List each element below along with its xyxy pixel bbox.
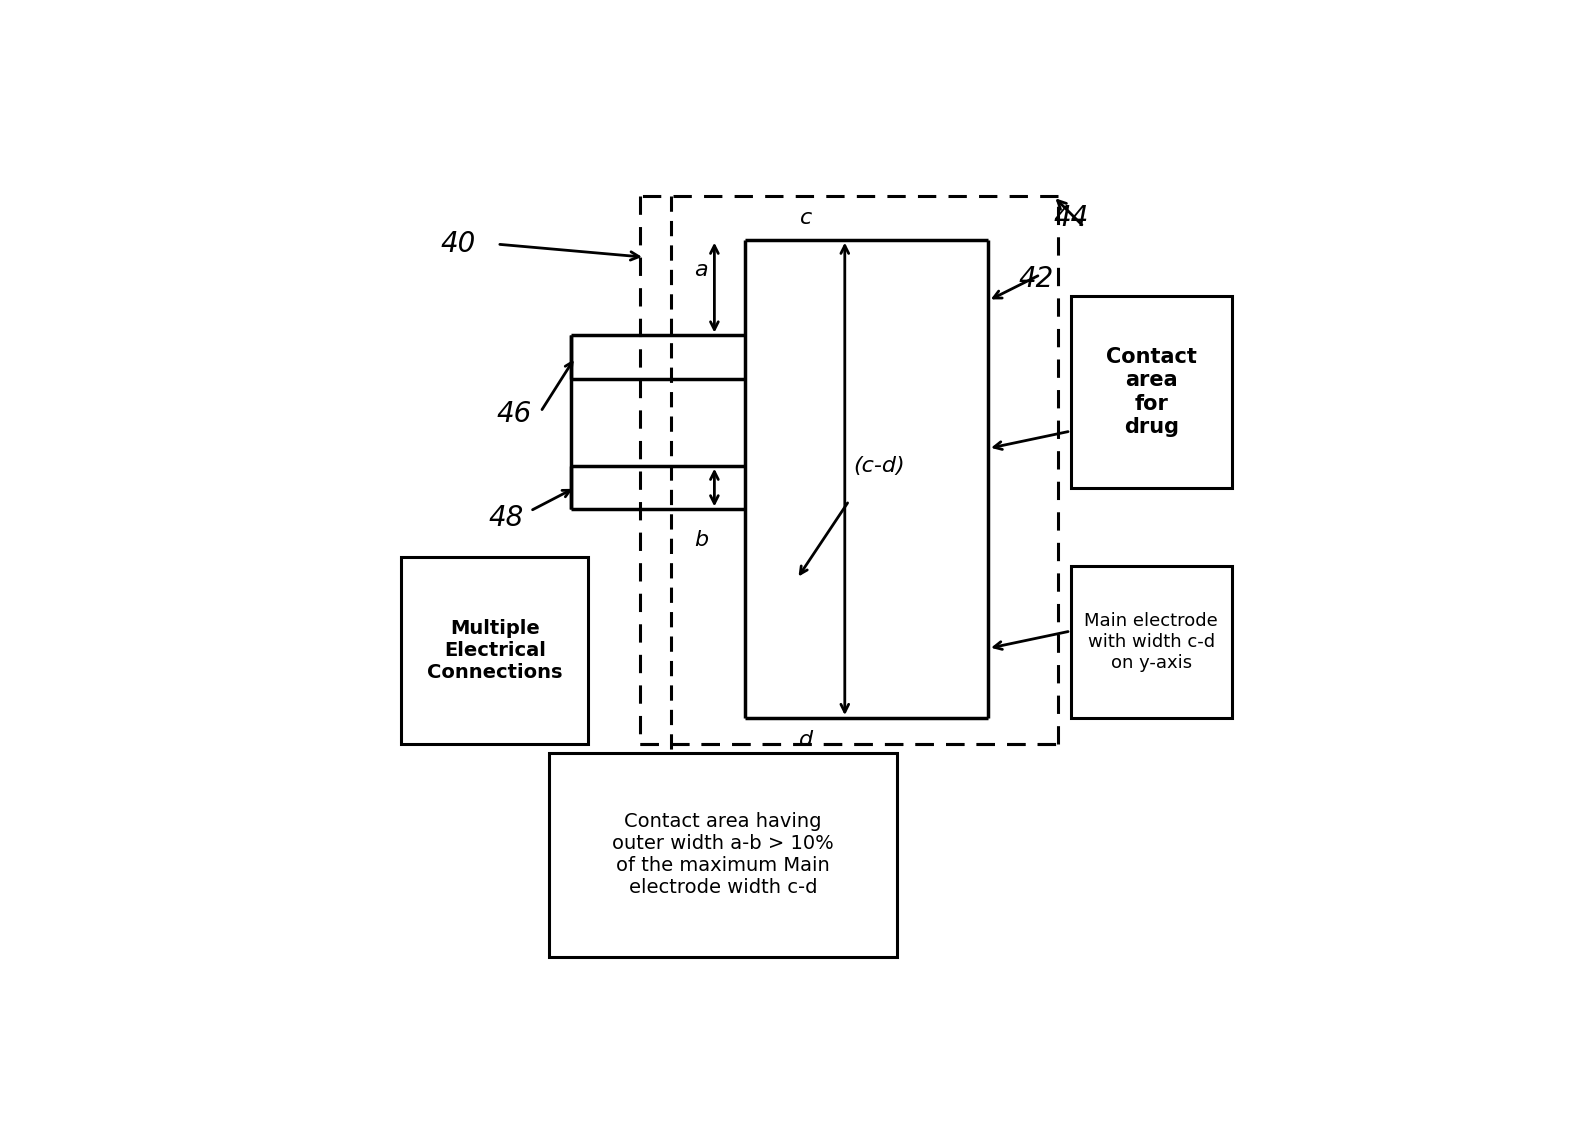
Text: Multiple
Electrical
Connections: Multiple Electrical Connections	[427, 619, 563, 682]
Text: 40: 40	[440, 230, 475, 259]
Text: Contact
area
for
drug: Contact area for drug	[1106, 347, 1197, 437]
FancyBboxPatch shape	[550, 753, 896, 957]
FancyBboxPatch shape	[1071, 296, 1231, 488]
Text: 42: 42	[1019, 265, 1054, 292]
FancyBboxPatch shape	[1071, 566, 1231, 718]
FancyBboxPatch shape	[402, 557, 588, 744]
Text: 44: 44	[1054, 204, 1088, 233]
Text: Main electrode
with width c-d
on y-axis: Main electrode with width c-d on y-axis	[1084, 612, 1219, 672]
Text: a: a	[694, 260, 709, 280]
Text: d: d	[799, 729, 812, 750]
Text: b: b	[694, 530, 709, 550]
Text: 48: 48	[488, 504, 523, 532]
Text: c: c	[799, 208, 812, 228]
Text: 46: 46	[497, 400, 532, 428]
Text: (c-d): (c-d)	[853, 456, 906, 475]
Text: Contact area having
outer width a-b > 10%
of the maximum Main
electrode width c-: Contact area having outer width a-b > 10…	[612, 813, 834, 898]
